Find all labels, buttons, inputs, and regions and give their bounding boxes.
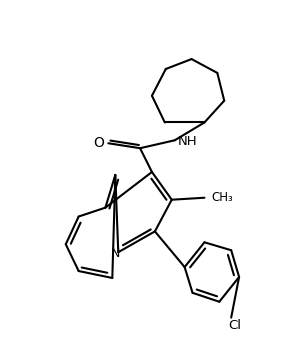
Text: O: O (93, 136, 104, 150)
Text: Cl: Cl (229, 319, 242, 332)
Text: N: N (111, 247, 120, 260)
Text: CH₃: CH₃ (211, 191, 233, 204)
Text: NH: NH (178, 135, 197, 148)
